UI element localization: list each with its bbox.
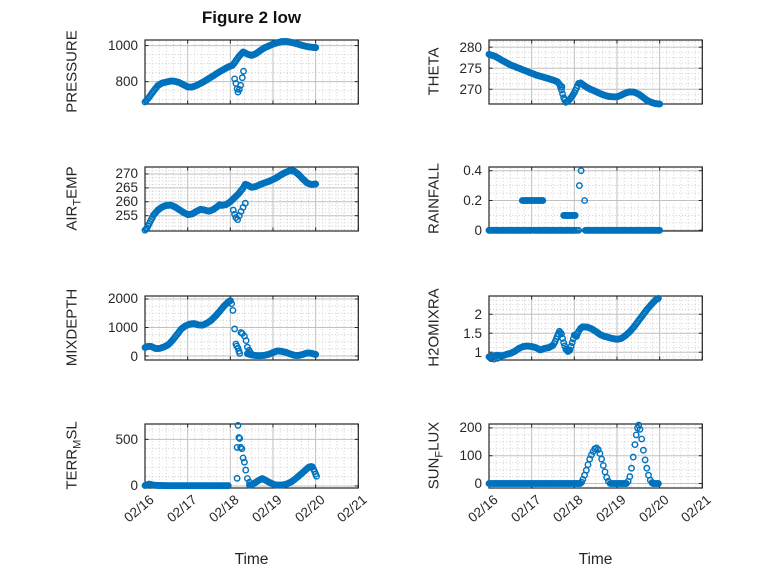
y-tick-label-mixdepth: 0 bbox=[130, 348, 138, 364]
y-tick-label-sun_flux: 0 bbox=[474, 476, 482, 492]
grid-minor-air_temp bbox=[146, 168, 358, 231]
data-markers-mixdepth bbox=[141, 297, 320, 360]
grid-major-pressure bbox=[144, 40, 359, 104]
y-label-text: LUX bbox=[425, 421, 443, 451]
y-axis-label-sun_flux: SUNFLUX bbox=[425, 386, 446, 526]
y-label-text: SL bbox=[63, 421, 81, 440]
y-label-text: EMP bbox=[63, 166, 81, 199]
y-axis-label-air_temp: AIRTEMP bbox=[63, 129, 84, 269]
y-tick-label-h2omixra: 2 bbox=[474, 306, 482, 322]
y-axis-label-mixdepth: MIXDEPTH bbox=[64, 258, 81, 398]
grid-minor-rainfall bbox=[490, 168, 702, 230]
data-markers-rainfall bbox=[485, 167, 664, 234]
y-label-text: THETA bbox=[425, 47, 443, 96]
grid-major-air_temp bbox=[144, 167, 359, 231]
y-tick-label-air_temp: 265 bbox=[115, 180, 138, 196]
axes-box-air_temp bbox=[144, 166, 359, 232]
data-markers-theta bbox=[485, 50, 664, 108]
y-axis-label-rainfall: RAINFALL bbox=[426, 129, 443, 269]
data-markers-air_temp bbox=[141, 167, 320, 234]
y-tick-label-h2omixra: 1 bbox=[474, 344, 482, 360]
y-label-text: MIXDEPTH bbox=[63, 288, 81, 367]
y-axis-label-pressure: PRESSURE bbox=[64, 2, 81, 142]
y-tick-label-theta: 270 bbox=[459, 81, 482, 97]
grid-minor-theta bbox=[490, 41, 702, 103]
y-tick-label-mixdepth: 1000 bbox=[107, 320, 138, 335]
y-axis-label-terr_msl: TERRMSL bbox=[63, 386, 84, 526]
y-label-text: SUN bbox=[425, 457, 443, 490]
y-axis-label-theta: THETA bbox=[426, 2, 443, 142]
y-tick-label-sun_flux: 100 bbox=[459, 448, 482, 464]
axes-box-pressure bbox=[144, 39, 359, 105]
y-tick-label-terr_msl: 0 bbox=[130, 478, 138, 494]
y-tick-label-theta: 280 bbox=[459, 39, 482, 55]
y-label-subscript: T bbox=[71, 198, 83, 206]
y-tick-label-air_temp: 270 bbox=[115, 166, 138, 182]
y-tick-label-terr_msl: 500 bbox=[115, 431, 138, 447]
y-tick-label-sun_flux: 200 bbox=[459, 420, 482, 436]
axes-box-mixdepth bbox=[144, 295, 359, 361]
grid-major-sun_flux bbox=[488, 424, 703, 488]
x-axis-label-left: Time bbox=[234, 551, 269, 568]
axes-box-terr_msl bbox=[144, 423, 359, 489]
y-tick-label-air_temp: 255 bbox=[115, 208, 138, 224]
data-markers-sun_flux bbox=[485, 421, 662, 487]
y-label-text: PRESSURE bbox=[63, 30, 81, 113]
y-tick-label-theta: 275 bbox=[459, 60, 482, 76]
figure-title: Figure 2 low bbox=[201, 8, 302, 27]
y-tick-label-air_temp: 260 bbox=[115, 194, 138, 210]
y-label-text: TERR bbox=[63, 448, 81, 490]
y-tick-label-h2omixra: 1.5 bbox=[463, 325, 482, 341]
y-label-text: H2OMIXRA bbox=[425, 288, 443, 367]
y-tick-label-pressure: 1000 bbox=[107, 38, 138, 54]
y-label-text: RAINFALL bbox=[425, 163, 443, 234]
grid-minor-sun_flux bbox=[490, 425, 702, 487]
grid-minor-pressure bbox=[146, 41, 358, 103]
y-label-subscript: F bbox=[433, 450, 445, 458]
data-markers-terr_msl bbox=[141, 421, 320, 490]
x-axis-label-right: Time bbox=[578, 551, 613, 568]
y-tick-label-rainfall: 0.4 bbox=[463, 163, 482, 179]
data-markers-h2omixra bbox=[485, 294, 662, 363]
y-axis-label-h2omixra: H2OMIXRA bbox=[426, 258, 443, 398]
y-tick-label-rainfall: 0 bbox=[474, 222, 482, 238]
grid-minor-terr_msl bbox=[146, 425, 358, 487]
y-tick-label-rainfall: 0.2 bbox=[463, 192, 482, 208]
grid-major-terr_msl bbox=[144, 424, 359, 488]
y-tick-label-mixdepth: 2000 bbox=[107, 291, 138, 307]
data-markers-pressure bbox=[141, 37, 320, 106]
y-tick-label-pressure: 800 bbox=[115, 74, 138, 90]
y-label-text: AIR bbox=[63, 205, 81, 231]
y-label-subscript: M bbox=[71, 439, 83, 449]
